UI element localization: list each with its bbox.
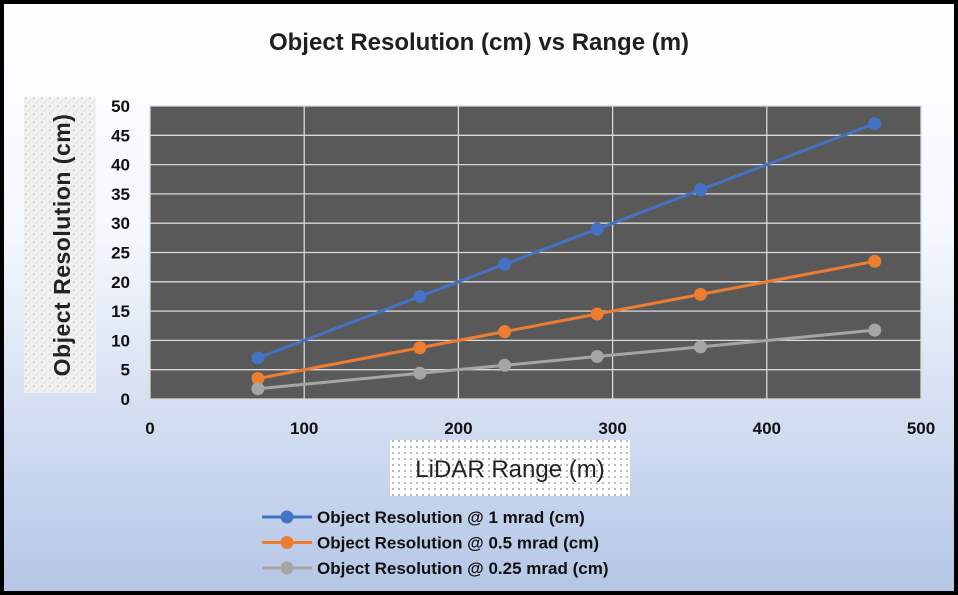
x-tick-label: 0 <box>145 419 154 438</box>
data-point <box>413 366 427 380</box>
x-tick-label: 400 <box>753 419 781 438</box>
y-axis-ticks: 0 5 10 15 20 25 30 35 40 45 50 <box>111 97 130 409</box>
chart-title: Object Resolution (cm) vs Range (m) <box>269 29 689 56</box>
series-1 <box>251 117 882 365</box>
series-layer <box>251 117 882 396</box>
data-point <box>693 287 707 301</box>
data-point <box>590 307 604 321</box>
y-tick-label: 30 <box>111 214 130 233</box>
series-2 <box>251 254 882 385</box>
y-tick-label: 5 <box>121 361 130 380</box>
data-point <box>413 289 427 303</box>
legend-marker <box>280 561 294 575</box>
data-point <box>498 257 512 271</box>
x-axis-label: LiDAR Range (m) <box>415 456 604 483</box>
y-tick-label: 35 <box>111 185 130 204</box>
y-tick-label: 40 <box>111 156 130 175</box>
legend-label: Object Resolution @ 0.5 mrad (cm) <box>317 534 599 553</box>
legend-marker <box>280 510 294 524</box>
data-point <box>868 117 882 131</box>
x-tick-label: 500 <box>907 419 935 438</box>
series-line <box>257 122 876 360</box>
y-tick-label: 45 <box>111 126 130 145</box>
data-point <box>868 254 882 268</box>
y-tick-label: 50 <box>111 97 130 116</box>
series-3 <box>251 323 882 396</box>
legend-label: Object Resolution @ 1 mrad (cm) <box>317 508 585 527</box>
legend-label: Object Resolution @ 0.25 mrad (cm) <box>317 559 608 578</box>
data-point <box>251 382 265 396</box>
y-tick-label: 10 <box>111 331 130 350</box>
data-point <box>868 323 882 337</box>
y-tick-label: 15 <box>111 302 130 321</box>
data-point <box>251 351 265 365</box>
x-axis-ticks: 0 100 200 300 400 500 <box>145 419 935 438</box>
data-point <box>498 358 512 372</box>
y-tick-label: 25 <box>111 244 130 263</box>
legend-marker <box>280 536 294 549</box>
x-axis-label-box <box>390 440 630 496</box>
data-point <box>693 340 707 354</box>
data-point <box>413 341 427 355</box>
y-axis-label: Object Resolution (cm) <box>49 114 75 377</box>
series-line <box>257 259 876 380</box>
x-tick-label: 200 <box>444 419 472 438</box>
data-point <box>251 371 265 385</box>
y-tick-label: 0 <box>121 390 130 409</box>
legend: Object Resolution @ 1 mrad (cm) Object Re… <box>262 508 608 578</box>
y-axis-label-box <box>24 97 96 393</box>
legend-entry-1: Object Resolution @ 1 mrad (cm) <box>262 508 585 527</box>
legend-entry-3: Object Resolution @ 0.25 mrad (cm) <box>262 559 608 578</box>
y-tick-label: 20 <box>111 273 130 292</box>
data-point <box>693 183 707 197</box>
legend-entry-2: Object Resolution @ 0.5 mrad (cm) <box>262 534 599 553</box>
data-point <box>498 325 512 339</box>
x-tick-label: 300 <box>598 419 626 438</box>
data-point <box>590 222 604 236</box>
x-tick-label: 100 <box>290 419 318 438</box>
series-line <box>257 328 875 391</box>
data-point <box>590 350 604 364</box>
